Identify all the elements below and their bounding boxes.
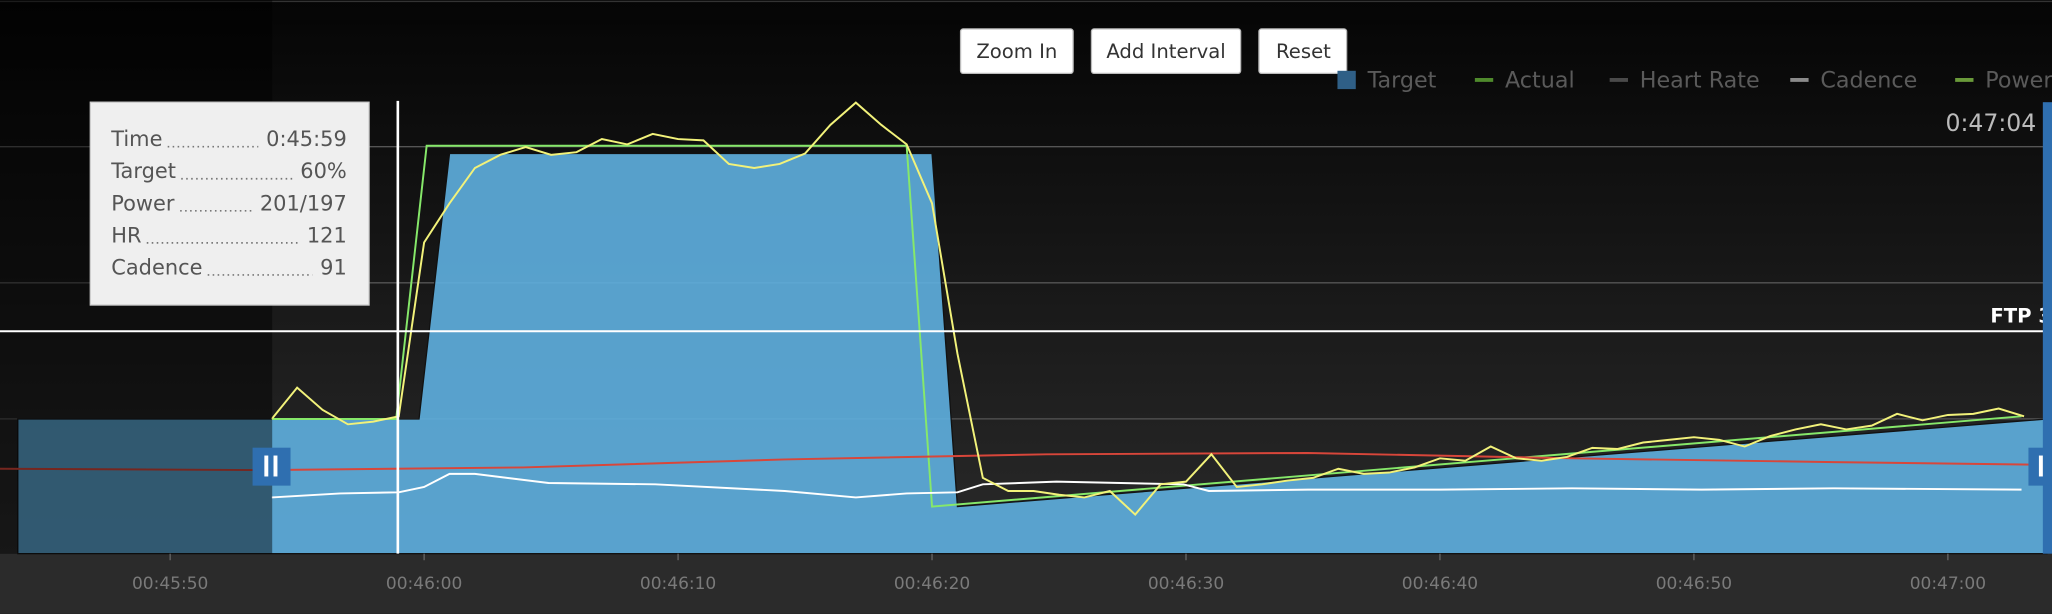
right-edge: [2042, 102, 2052, 554]
tooltip-label: HR: [111, 223, 141, 247]
button-label: Zoom In: [976, 40, 1057, 63]
tooltip-label: Cadence: [111, 255, 202, 279]
x-tick-label: 00:47:00: [1910, 574, 1986, 594]
zoom-in-button[interactable]: Zoom In: [959, 28, 1074, 75]
legend-item[interactable]: Target: [1337, 68, 1437, 94]
x-tick-label: 00:46:50: [1656, 574, 1732, 594]
tooltip: Time 0:45:59 Target 60% Power 201/197 HR 121 Cad…: [89, 101, 370, 306]
legend-label: Power: [1985, 68, 2052, 94]
end-time: 0:47:04: [1946, 109, 2037, 137]
tooltip-value: 121: [307, 223, 347, 247]
legend-item[interactable]: Actual: [1474, 68, 1575, 94]
x-tick-label: 00:46:10: [640, 574, 716, 594]
tooltip-label: Target: [110, 159, 176, 183]
tooltip-value: 91: [320, 255, 347, 279]
x-tick-label: 00:46:00: [386, 574, 462, 594]
button-label: Add Interval: [1106, 40, 1225, 63]
button-label: Reset: [1276, 40, 1331, 63]
x-axis-band: [0, 553, 2052, 614]
x-tick-label: 00:46:30: [1148, 574, 1224, 594]
tooltip-label: Time: [110, 127, 162, 151]
tooltip-value: 60%: [300, 159, 347, 183]
legend-item[interactable]: Power: [1955, 68, 2052, 94]
series-line: [271, 144, 2022, 508]
ftp-label: FTP 3: [1990, 304, 2052, 327]
legend-swatch: [1337, 70, 1356, 90]
tooltip-rows: Time 0:45:59 Target 60% Power 201/197 HR 121 Cad…: [110, 127, 347, 279]
handle-grip: [2038, 455, 2043, 477]
legend-label: Cadence: [1820, 68, 1917, 94]
tooltip-box: [89, 101, 370, 306]
series-line: [271, 472, 2022, 499]
x-tick-label: 00:45:50: [132, 574, 208, 594]
tooltip-label: Power: [111, 191, 175, 215]
add-interval-button[interactable]: Add Interval: [1090, 28, 1242, 75]
handle-grip: [264, 455, 269, 477]
legend-label: Heart Rate: [1640, 68, 1760, 94]
series-line: [270, 101, 2025, 516]
x-tick-label: 00:46:20: [894, 574, 970, 594]
tooltip-value: 0:45:59: [266, 127, 347, 151]
legend-label: Target: [1367, 68, 1437, 94]
x-tick-label: 00:46:40: [1402, 574, 1478, 594]
tooltip-value: 201/197: [260, 191, 347, 215]
legend: Target Actual Heart Rate Cadence Power: [1337, 68, 2052, 94]
left-handle[interactable]: [252, 447, 291, 486]
handle-grip: [273, 455, 278, 477]
legend-label: Actual: [1505, 68, 1575, 94]
series-line: [0, 451, 2042, 472]
legend-item[interactable]: Heart Rate: [1609, 68, 1760, 94]
reset-button[interactable]: Reset: [1258, 28, 1348, 75]
legend-item[interactable]: Cadence: [1790, 68, 1917, 94]
